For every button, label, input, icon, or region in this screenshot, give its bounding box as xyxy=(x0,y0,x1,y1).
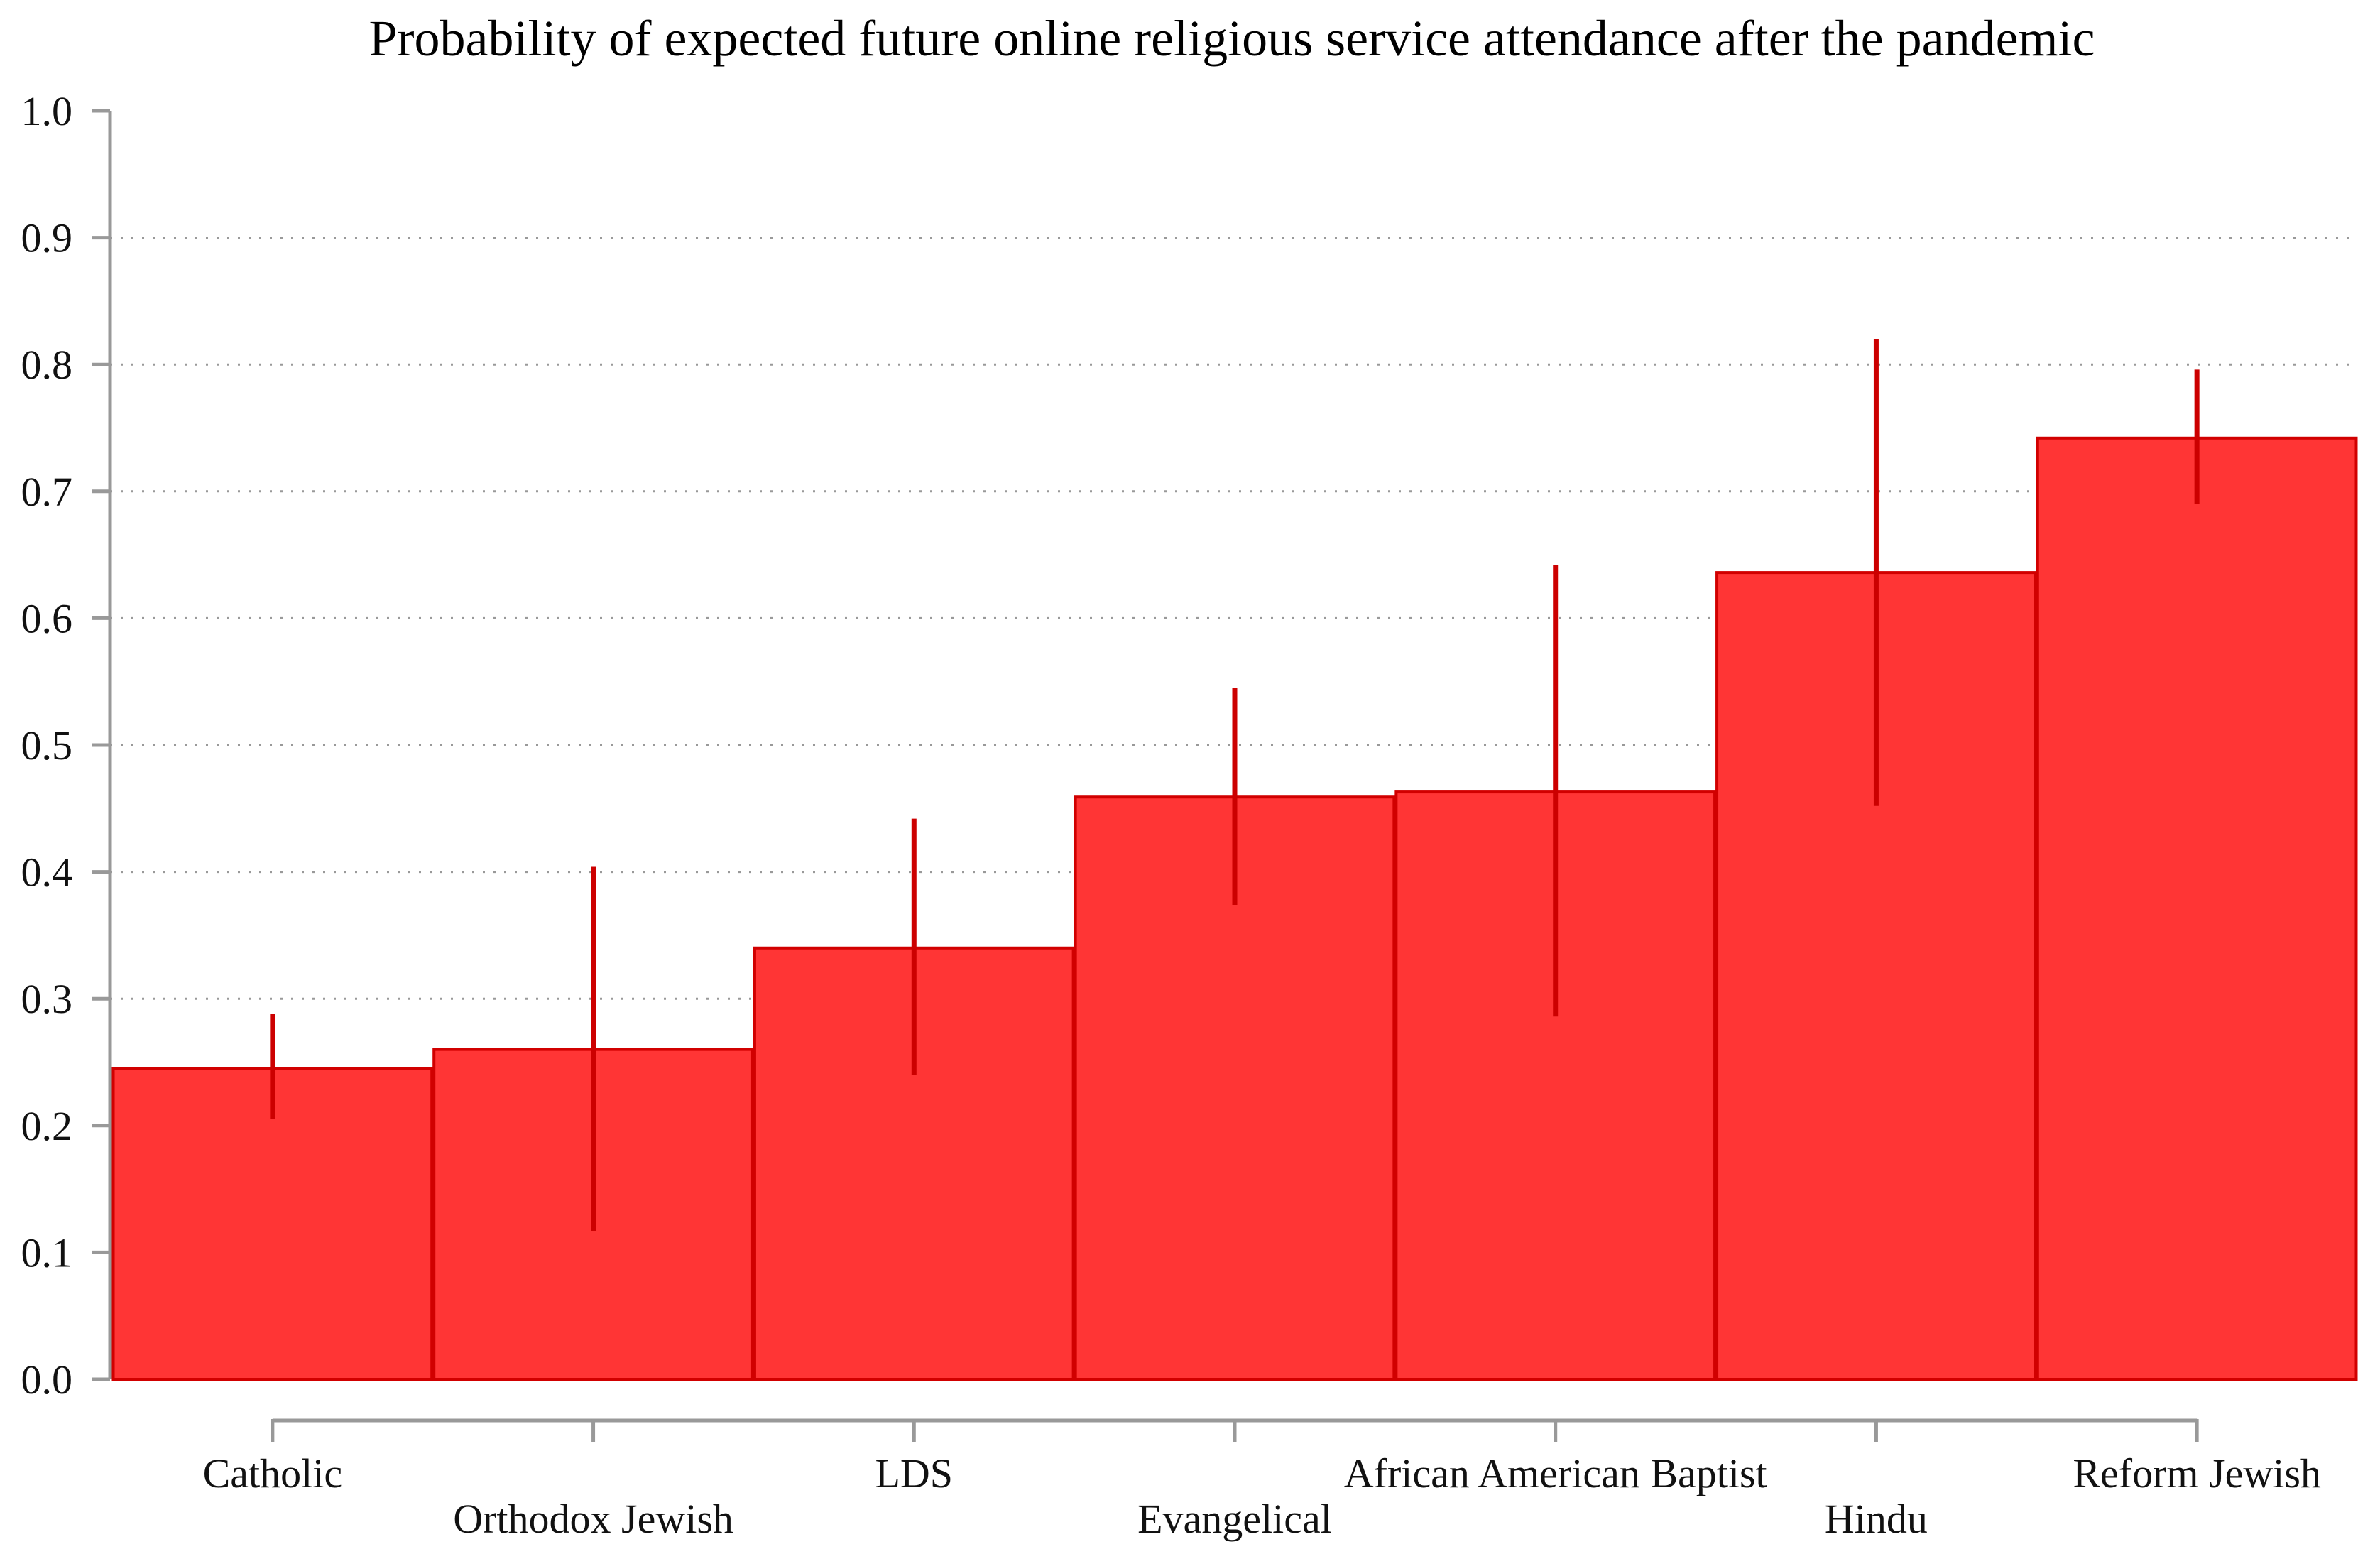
x-category-label-1: Orthodox Jewish xyxy=(453,1496,733,1542)
x-category-label-2: LDS xyxy=(875,1450,953,1496)
error-bars xyxy=(270,339,2200,1232)
y-tick-label-6: 0.6 xyxy=(21,595,73,641)
y-tick-label-3: 0.3 xyxy=(21,976,73,1022)
axes xyxy=(92,109,2199,1442)
x-category-label-4: African American Baptist xyxy=(1344,1450,1767,1496)
x-category-label-6: Reform Jewish xyxy=(2073,1450,2321,1496)
y-tick-label-9: 0.9 xyxy=(21,215,73,261)
x-category-label-5: Hindu xyxy=(1825,1496,1928,1542)
y-tick-label-0: 0.0 xyxy=(21,1357,73,1403)
y-tick-label-7: 0.7 xyxy=(21,469,73,515)
bars xyxy=(111,436,2358,1381)
chart-title: Probability of expected future online re… xyxy=(369,10,2095,67)
y-tick-label-10: 1.0 xyxy=(21,88,73,134)
x-category-labels: Catholic Orthodox Jewish LDS Evangelical Afr… xyxy=(203,1450,2321,1542)
y-tick-label-5: 0.5 xyxy=(21,722,73,768)
bar-6 xyxy=(2036,436,2358,1381)
bar-0 xyxy=(111,1067,434,1381)
x-category-label-3: Evangelical xyxy=(1137,1496,1332,1542)
y-tick-label-4: 0.4 xyxy=(21,849,73,896)
y-tick-label-8: 0.8 xyxy=(21,342,73,388)
y-tick-label-1: 0.1 xyxy=(21,1229,73,1276)
y-tick-labels: 0.0 0.1 0.2 0.3 0.4 0.5 0.6 0.7 0.8 0.9 1.0 xyxy=(21,88,73,1403)
x-category-label-0: Catholic xyxy=(203,1450,343,1496)
y-tick-label-2: 0.2 xyxy=(21,1103,73,1149)
